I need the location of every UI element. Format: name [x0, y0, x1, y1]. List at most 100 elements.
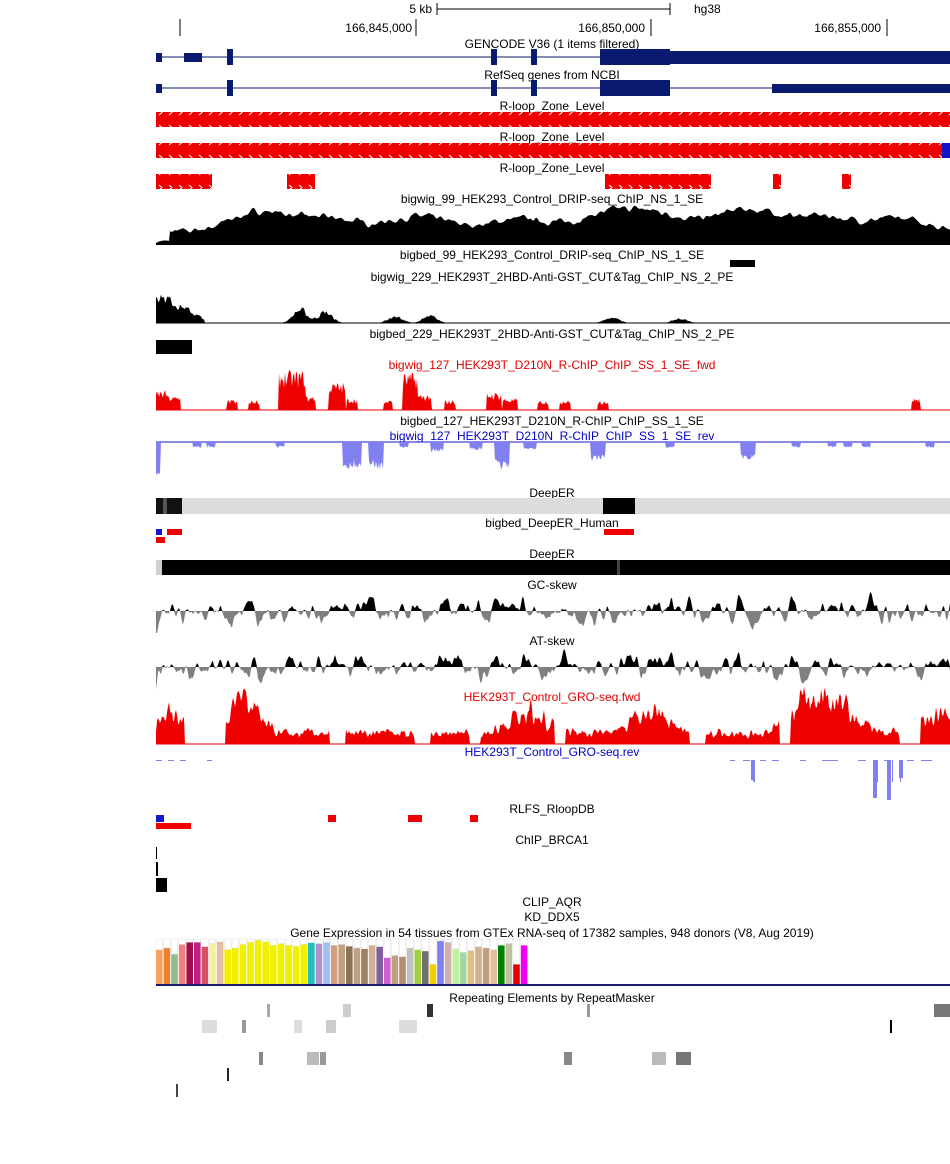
- gtex-tissue-bar: [482, 947, 490, 984]
- gtex-tissue-bar: [391, 955, 399, 984]
- track-label-clip-aqr[interactable]: CLIP_AQR: [522, 895, 582, 909]
- repeat-element: [326, 1020, 336, 1033]
- gtex-tissue-bar: [308, 942, 315, 984]
- gtex-tissue-bar: [384, 957, 391, 984]
- track-label-deeper-bigbed[interactable]: bigbed_DeepER_Human: [485, 516, 619, 530]
- gtex-tissue-bar: [437, 940, 444, 984]
- track-label-rloop-2[interactable]: R-loop_Zone_Level: [499, 130, 605, 144]
- gtex-tissue-bar: [505, 943, 513, 984]
- gtex-tissue-bar: [224, 949, 231, 984]
- repeat-element: [399, 1020, 417, 1033]
- gtex-tissue-bar: [429, 964, 437, 984]
- track-label-gro-rev[interactable]: HEK293T_Control_GRO-seq.rev: [464, 745, 640, 759]
- cuttag-signal: [156, 294, 950, 324]
- repeat-element: [294, 1020, 302, 1033]
- track-label-cuttag-bigbed[interactable]: bigbed_229_HEK293T_2HBD-Anti-GST_CUT&Tag…: [369, 327, 735, 341]
- repeat-element: [587, 1004, 590, 1017]
- gtex-tissue-bar: [460, 952, 467, 984]
- repeat-element: [890, 1020, 892, 1033]
- repeat-element: [307, 1052, 319, 1065]
- gtex-tissue-bar: [277, 943, 285, 984]
- repeat-element: [227, 1068, 229, 1081]
- gtex-tissue-bar: [414, 949, 421, 984]
- rloop-zone-track-2: [156, 143, 950, 158]
- brca1-signal: [156, 847, 167, 892]
- track-label-deeper-1[interactable]: DeepER: [529, 486, 575, 500]
- track-label-drip-bigwig[interactable]: bigwig_99_HEK293_Control_DRIP-seq_ChIP_N…: [400, 192, 704, 206]
- track-label-cuttag-bigwig[interactable]: bigwig_229_HEK293T_2HBD-Anti-GST_CUT&Tag…: [370, 270, 734, 284]
- gtex-tissue-bar: [323, 942, 330, 984]
- repeat-element: [564, 1052, 572, 1065]
- gtex-tissue-bar: [262, 941, 269, 984]
- track-label-kd-ddx5[interactable]: KD_DDX5: [524, 910, 580, 924]
- gtex-tissue-bar: [247, 942, 254, 984]
- gtex-tissue-bar: [361, 948, 368, 984]
- gtex-tissue-bar: [338, 944, 345, 984]
- repeat-element: [320, 1052, 326, 1065]
- track-label-repeatmasker[interactable]: Repeating Elements by RepeatMasker: [449, 991, 655, 1005]
- track-label-gencode[interactable]: GENCODE V36 (1 items filtered): [464, 37, 640, 51]
- repeat-element: [242, 1020, 246, 1033]
- track-label-drip-bigbed[interactable]: bigbed_99_HEK293_Control_DRIP-seq_ChIP_N…: [399, 248, 705, 262]
- track-label-rloop-3[interactable]: R-loop_Zone_Level: [499, 161, 605, 175]
- repeat-element: [202, 1020, 217, 1033]
- repeat-element: [176, 1084, 178, 1097]
- gtex-tissue-bar: [330, 945, 338, 984]
- gtex-tissue-bar: [216, 941, 224, 984]
- gtex-tissue-bar: [513, 964, 520, 984]
- track-label-gro-fwd[interactable]: HEK293T_Control_GRO-seq.fwd: [463, 690, 641, 704]
- gtex-tissue-bar: [368, 945, 376, 984]
- rchip-fwd-signal: [156, 370, 950, 411]
- gtex-tissue-bar: [285, 945, 292, 984]
- gtex-tissue-bar: [178, 944, 186, 984]
- gtex-tissue-bar: [399, 956, 406, 984]
- gtex-tissue-bar: [467, 950, 475, 984]
- gencode-gene-model: [156, 49, 950, 65]
- gtex-tissue-bar: [346, 946, 353, 984]
- gtex-tissue-bar: [209, 943, 216, 984]
- rchip-rev-signal: [156, 441, 950, 475]
- track-label-deeper-2[interactable]: DeepER: [529, 547, 575, 561]
- track-label-rlfs[interactable]: RLFS_RloopDB: [509, 802, 595, 816]
- drip-seq-signal: [156, 205, 950, 245]
- gtex-tissue-bar: [156, 949, 163, 984]
- gtex-tissue-bar: [475, 946, 482, 984]
- gtex-tissue-bar: [270, 945, 277, 984]
- gtex-tissue-bar: [422, 951, 429, 984]
- deeper-human-features: [156, 529, 634, 543]
- gtex-tissue-bar: [315, 943, 323, 984]
- gtex-tissue-bar: [300, 944, 307, 984]
- repeatmasker-elements: [176, 1004, 950, 1097]
- ruler-tick-label: 166,855,000: [814, 21, 881, 35]
- track-label-brca1[interactable]: ChIP_BRCA1: [515, 833, 589, 847]
- track-label-rchip-fwd[interactable]: bigwig_127_HEK293T_D210N_R-ChIP_ChIP_SS_…: [388, 358, 716, 372]
- rloop-zone-track-3: [156, 174, 851, 189]
- track-label-gtex[interactable]: Gene Expression in 54 tissues from GTEx …: [290, 926, 814, 940]
- track-label-at-skew[interactable]: AT-skew: [529, 634, 575, 648]
- track-label-refseq[interactable]: RefSeq genes from NCBI: [484, 68, 620, 82]
- repeat-element: [427, 1004, 433, 1017]
- gro-seq-fwd-signal: [156, 686, 950, 745]
- gtex-tissue-bar: [490, 949, 497, 984]
- track-label-rloop-1[interactable]: R-loop_Zone_Level: [499, 99, 605, 113]
- gtex-expression-bars: [155, 938, 528, 984]
- cuttag-peak: [156, 340, 192, 354]
- track-label-rchip-rev[interactable]: bigwig_127_HEK293T_D210N_R-ChIP_ChIP_SS_…: [389, 429, 715, 443]
- repeat-element: [652, 1052, 666, 1065]
- assembly-label: hg38: [694, 2, 721, 16]
- gtex-tissue-bar: [498, 945, 505, 984]
- repeat-element: [343, 1004, 351, 1017]
- gtex-tissue-bar: [254, 940, 262, 984]
- at-skew-signal: [156, 648, 950, 689]
- gtex-tissue-bar: [520, 945, 528, 984]
- gtex-tissue-bar: [444, 942, 452, 984]
- gtex-tissue-bar: [171, 954, 178, 984]
- track-label-gc-skew[interactable]: GC-skew: [527, 578, 577, 592]
- rlfs-features: [156, 815, 478, 829]
- gtex-tissue-bar: [163, 947, 171, 984]
- gtex-tissue-bar: [452, 948, 459, 984]
- track-label-rchip-bigbed[interactable]: bigbed_127_HEK293T_D210N_R-ChIP_ChIP_SS_…: [400, 414, 704, 428]
- drip-seq-peak: [730, 260, 755, 267]
- repeat-element: [676, 1052, 691, 1065]
